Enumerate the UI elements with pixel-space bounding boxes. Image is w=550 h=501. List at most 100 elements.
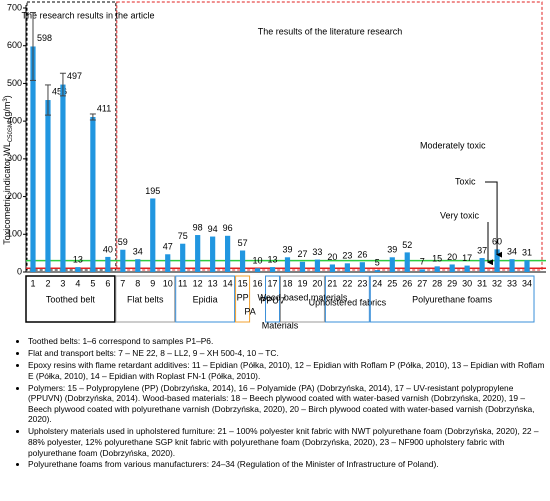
value-label: 7 — [420, 257, 425, 267]
value-label: 598 — [37, 33, 52, 43]
annotation: Very toxic — [440, 210, 480, 220]
x-tick-label: 26 — [402, 278, 412, 288]
value-label: 52 — [402, 240, 412, 250]
group-label: Wood-based materials — [258, 292, 348, 302]
x-tick-label: 33 — [507, 278, 517, 288]
value-label: 23 — [342, 251, 352, 261]
x-tick-label: 7 — [120, 278, 125, 288]
y-label-sub: C50SM — [8, 122, 14, 142]
value-label: 411 — [97, 103, 111, 113]
y-tick-label: 100 — [7, 229, 22, 239]
note: Upholstery materials used in upholstered… — [28, 426, 546, 458]
value-label: 98 — [193, 222, 203, 232]
x-tick-label: 9 — [150, 278, 155, 288]
x-tick-label: 32 — [492, 278, 502, 288]
value-label: 94 — [208, 224, 218, 234]
bar — [269, 267, 276, 272]
value-label: 13 — [73, 254, 83, 264]
bar — [374, 270, 380, 272]
value-label: 15 — [432, 254, 442, 264]
x-tick-label: 15 — [238, 278, 248, 288]
group-label: PA — [244, 306, 255, 316]
group-box — [279, 275, 325, 323]
x-tick-label: 6 — [105, 278, 110, 288]
bar — [449, 264, 455, 272]
group-label: PP — [237, 292, 249, 302]
bar — [210, 236, 216, 272]
x-tick-label: 19 — [297, 278, 307, 288]
value-label: 26 — [357, 250, 367, 260]
annotation: The research results in the article — [21, 10, 154, 20]
bar — [105, 256, 111, 272]
annotation: Toxic — [455, 176, 476, 186]
bar — [494, 249, 500, 272]
group-box — [265, 275, 281, 323]
x-tick-label: 5 — [90, 278, 95, 288]
annotation: The results of the literature research — [258, 26, 403, 36]
bar — [75, 267, 81, 272]
value-label: 96 — [223, 223, 233, 233]
value-label: 195 — [145, 186, 160, 196]
x-tick-label: 17 — [268, 278, 278, 288]
note: Toothed belts: 1–6 correspond to samples… — [28, 336, 546, 347]
y-axis-label: Toxicometric indicator WLC50SM (g/m3) — [2, 95, 13, 244]
value-label: 31 — [522, 248, 532, 258]
value-label: 10 — [253, 256, 263, 266]
x-tick-label: 30 — [462, 278, 472, 288]
bar — [150, 198, 156, 272]
group-label: Flat belts — [127, 294, 164, 304]
group-label: Epidia — [193, 294, 218, 304]
bar — [389, 257, 395, 272]
y-tick-label: 700 — [7, 2, 22, 12]
value-label: 39 — [387, 245, 397, 255]
bar — [344, 263, 350, 272]
y-tick-label: 600 — [7, 40, 22, 50]
x-axis-label: Materials — [262, 320, 299, 330]
x-tick-label: 27 — [417, 278, 427, 288]
bar — [45, 100, 51, 272]
x-tick-label: 28 — [432, 278, 442, 288]
value-label: 34 — [507, 247, 517, 257]
y-tick-label: 500 — [7, 78, 22, 88]
x-tick-label: 1 — [30, 278, 35, 288]
bar — [225, 235, 231, 272]
y-tick-label: 200 — [7, 191, 22, 201]
value-label: 57 — [238, 238, 248, 248]
value-label: 17 — [462, 253, 472, 263]
value-label: 20 — [327, 252, 337, 262]
group-box — [235, 275, 251, 323]
group-box — [115, 275, 176, 323]
note: Polymers: 15 – Polypropylene (PP) (Dobrz… — [28, 383, 546, 425]
y-label-part: ) — [2, 95, 12, 98]
x-tick-label: 21 — [327, 278, 337, 288]
x-tick-label: 13 — [208, 278, 218, 288]
y-tick-label: 0 — [17, 266, 22, 276]
bar — [479, 258, 485, 272]
x-tick-label: 11 — [178, 278, 187, 288]
bar — [120, 249, 126, 272]
bar — [135, 259, 141, 272]
value-label: 13 — [268, 254, 278, 264]
value-label: 27 — [297, 249, 307, 259]
annotation: Moderately toxic — [420, 140, 486, 150]
bar — [359, 262, 365, 272]
value-label: 5 — [375, 257, 380, 267]
notes-list: Toothed belts: 1–6 correspond to samples… — [0, 336, 546, 470]
x-tick-label: 31 — [477, 278, 487, 288]
value-label: 497 — [67, 71, 82, 81]
x-tick-label: 2 — [45, 278, 50, 288]
group-box — [175, 275, 236, 323]
value-label: 456 — [52, 86, 67, 96]
bar — [254, 268, 261, 272]
bar — [329, 264, 335, 272]
bar — [419, 269, 425, 272]
group-box — [369, 275, 535, 323]
bar — [195, 235, 201, 272]
x-tick-label: 25 — [387, 278, 397, 288]
bar — [90, 116, 96, 272]
x-tick-label: 16 — [253, 278, 263, 288]
x-tick-label: 12 — [193, 278, 203, 288]
value-label: 37 — [477, 245, 487, 255]
bar — [284, 257, 291, 272]
